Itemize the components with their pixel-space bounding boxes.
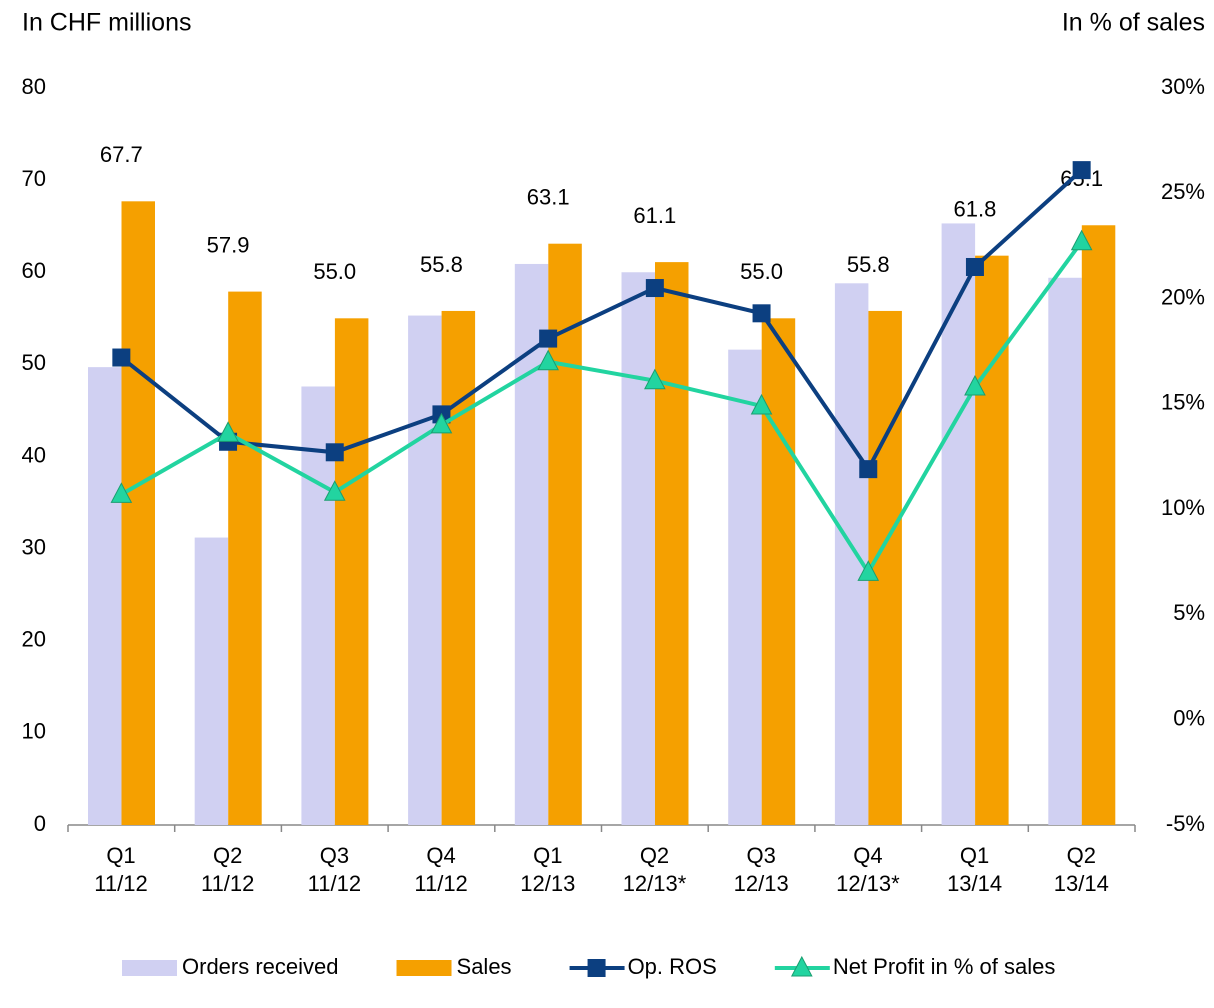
marker (857, 560, 880, 581)
x-tick-label: Q1 13/14 (947, 843, 1003, 896)
marker (644, 368, 666, 390)
bar (88, 367, 122, 825)
marker (752, 304, 771, 323)
x-tick-label: Q1 11/12 (94, 843, 148, 896)
y2-tick-label: 25% (1161, 179, 1205, 204)
bar (334, 318, 369, 825)
x-tick-label: Q1 12/13 (520, 843, 576, 896)
legend-label: Orders received (182, 954, 339, 979)
marker (323, 480, 346, 501)
x-tick-label: Q4 11/12 (414, 843, 468, 896)
y2-axis-label: In % of sales (1062, 9, 1205, 37)
marker (112, 348, 131, 367)
data-label: 55.0 (313, 259, 356, 284)
bar (621, 272, 655, 825)
data-label: 55.8 (847, 252, 890, 277)
y2-tick-label: 30% (1161, 74, 1205, 99)
bar (655, 262, 689, 826)
y-tick-label: 20 (22, 627, 46, 652)
y-axis-label: In CHF millions (22, 9, 191, 37)
bar (761, 318, 796, 825)
marker (1070, 229, 1093, 251)
marker (325, 443, 344, 462)
legend-label: Net Profit in % of sales (833, 954, 1056, 979)
bar (834, 283, 869, 825)
x-tick-label: Q2 12/13* (622, 843, 687, 896)
y-tick-label: 40 (22, 442, 46, 467)
legend-marker (790, 955, 813, 977)
bar (408, 315, 442, 825)
marker (964, 374, 986, 396)
y2-tick-label: 20% (1161, 284, 1205, 309)
marker (859, 460, 878, 479)
bar (1048, 277, 1082, 826)
y2-tick-label: 5% (1173, 600, 1205, 625)
x-tick-label: Q4 12/13* (836, 843, 900, 896)
data-label: 57.9 (207, 232, 250, 257)
data-label: 61.8 (954, 196, 997, 221)
bar (868, 310, 902, 825)
y-tick-label: 60 (22, 258, 46, 283)
bar (728, 349, 762, 825)
y-tick-label: 50 (22, 350, 46, 375)
marker (537, 349, 559, 371)
y2-tick-label: 15% (1161, 390, 1205, 415)
data-label: 67.7 (100, 142, 143, 167)
marker (430, 412, 453, 434)
bar (228, 291, 262, 825)
y-tick-label: 70 (22, 166, 46, 191)
y-tick-label: 10 (22, 719, 46, 744)
marker (965, 257, 984, 276)
y2-tick-label: -5% (1166, 811, 1205, 836)
data-label: 63.1 (527, 185, 570, 210)
x-tick-label: Q3 11/12 (307, 843, 362, 896)
y2-tick-label: 10% (1161, 495, 1205, 520)
bar (121, 201, 155, 826)
bar (441, 310, 476, 825)
legend-label: Sales (457, 954, 512, 979)
bar (194, 537, 229, 825)
y-tick-label: 0 (34, 811, 46, 836)
line (120, 240, 1084, 577)
line (120, 168, 1083, 473)
legend-swatch (396, 960, 452, 976)
bar (1081, 225, 1116, 826)
y-tick-label: 30 (22, 534, 46, 559)
x-tick-label: Q2 11/12 (200, 843, 255, 896)
marker (750, 393, 773, 415)
bar (941, 223, 976, 825)
data-label: 55.0 (740, 259, 783, 284)
legend-label: Op. ROS (628, 954, 717, 979)
data-label: 55.8 (420, 252, 463, 277)
data-label: 61.1 (633, 203, 676, 228)
marker (539, 329, 558, 348)
marker (645, 279, 664, 298)
marker (110, 482, 133, 503)
bar (975, 255, 1009, 826)
y-tick-label: 80 (22, 74, 46, 99)
x-tick-label: Q3 12/13 (733, 843, 789, 896)
legend-marker (587, 959, 606, 977)
marker (1072, 161, 1091, 180)
legend-swatch (122, 960, 177, 976)
marker (217, 421, 239, 442)
y2-tick-label: 0% (1173, 706, 1205, 731)
x-tick-label: Q2 13/14 (1053, 843, 1109, 896)
